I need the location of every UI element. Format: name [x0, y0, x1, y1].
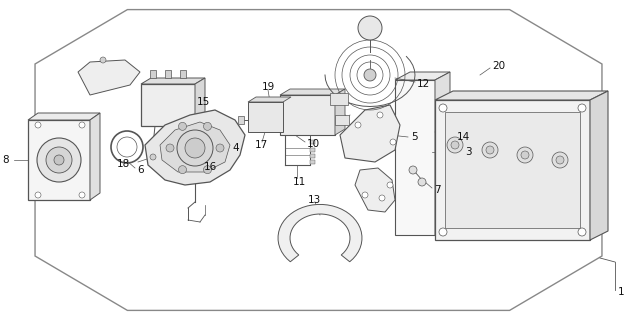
Circle shape	[182, 155, 188, 161]
Circle shape	[37, 138, 81, 182]
Text: 12: 12	[417, 79, 430, 89]
Circle shape	[79, 122, 85, 128]
Bar	[330, 93, 348, 105]
Text: 10: 10	[307, 139, 320, 149]
Polygon shape	[355, 168, 395, 212]
Circle shape	[439, 104, 447, 112]
Text: 3: 3	[465, 147, 471, 157]
Circle shape	[79, 192, 85, 198]
Circle shape	[451, 141, 459, 149]
Circle shape	[552, 152, 568, 168]
Polygon shape	[590, 91, 608, 240]
Circle shape	[35, 122, 41, 128]
Bar	[141, 84, 196, 126]
Circle shape	[379, 195, 385, 201]
Polygon shape	[278, 204, 362, 262]
Polygon shape	[145, 110, 245, 185]
Circle shape	[100, 57, 106, 63]
Text: 15: 15	[197, 97, 210, 107]
Polygon shape	[141, 78, 205, 84]
Circle shape	[185, 138, 205, 158]
Circle shape	[556, 156, 564, 164]
Text: 6: 6	[137, 165, 143, 175]
Circle shape	[578, 104, 586, 112]
Circle shape	[178, 122, 187, 130]
Polygon shape	[78, 60, 140, 95]
Circle shape	[517, 147, 533, 163]
Polygon shape	[28, 113, 100, 120]
Circle shape	[203, 122, 211, 130]
Circle shape	[46, 147, 72, 173]
Polygon shape	[35, 10, 602, 310]
Text: 4: 4	[232, 143, 239, 153]
Bar	[238, 116, 244, 124]
Bar	[310, 154, 315, 158]
Bar	[28, 120, 90, 200]
Circle shape	[150, 154, 156, 160]
Polygon shape	[335, 89, 345, 135]
Bar	[310, 148, 315, 152]
Circle shape	[439, 228, 447, 236]
Polygon shape	[248, 97, 291, 102]
Polygon shape	[90, 113, 100, 200]
Bar	[335, 115, 349, 125]
Circle shape	[387, 182, 393, 188]
Circle shape	[362, 192, 368, 198]
Circle shape	[178, 166, 187, 174]
Circle shape	[486, 146, 494, 154]
Text: 13: 13	[308, 195, 321, 205]
Circle shape	[54, 155, 64, 165]
Polygon shape	[395, 72, 450, 80]
Bar	[280, 95, 335, 135]
Circle shape	[482, 142, 498, 158]
Circle shape	[390, 139, 396, 145]
Text: 14: 14	[457, 132, 470, 142]
Text: 5: 5	[411, 132, 418, 142]
Bar	[310, 140, 315, 144]
Circle shape	[166, 144, 174, 152]
Text: 20: 20	[492, 61, 505, 71]
Text: 8: 8	[2, 155, 9, 165]
Polygon shape	[195, 78, 205, 126]
Circle shape	[216, 144, 224, 152]
Polygon shape	[435, 100, 590, 240]
Circle shape	[377, 112, 383, 118]
Circle shape	[447, 137, 463, 153]
Polygon shape	[340, 105, 400, 162]
Text: 18: 18	[117, 159, 130, 169]
Circle shape	[418, 178, 426, 186]
Circle shape	[203, 166, 211, 174]
Bar	[445, 112, 580, 228]
Bar	[165, 70, 171, 78]
Circle shape	[578, 228, 586, 236]
Circle shape	[358, 16, 382, 40]
Bar	[395, 80, 435, 235]
Bar	[310, 160, 315, 164]
Circle shape	[364, 69, 376, 81]
Circle shape	[521, 151, 529, 159]
Text: 1: 1	[618, 287, 625, 297]
Text: 19: 19	[262, 82, 275, 92]
Text: 16: 16	[204, 162, 217, 172]
Polygon shape	[435, 72, 450, 235]
Text: 17: 17	[255, 140, 268, 150]
Polygon shape	[280, 89, 345, 95]
Text: 7: 7	[434, 185, 441, 195]
Circle shape	[355, 122, 361, 128]
Polygon shape	[160, 122, 230, 172]
Bar	[150, 70, 156, 78]
Text: 11: 11	[293, 177, 306, 187]
Circle shape	[177, 130, 213, 166]
Bar	[180, 70, 186, 78]
Bar	[248, 102, 283, 132]
Circle shape	[409, 166, 417, 174]
Polygon shape	[435, 91, 608, 100]
Circle shape	[35, 192, 41, 198]
